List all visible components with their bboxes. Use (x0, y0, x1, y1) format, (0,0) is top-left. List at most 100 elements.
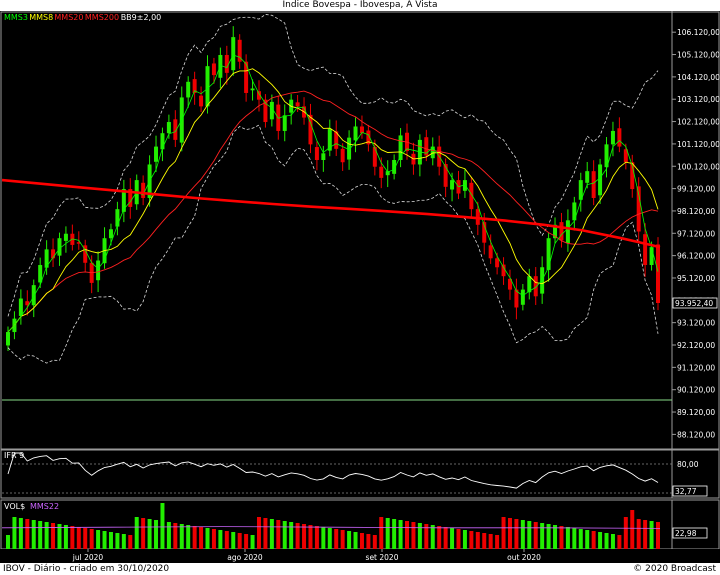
candle (398, 135, 403, 160)
volume-bar (482, 533, 487, 549)
chart-canvas[interactable]: 106.120,00 105.120,00 104.120,00 103.120,00… (0, 0, 720, 563)
candle (482, 222, 487, 243)
candle (533, 276, 538, 297)
candle (231, 37, 236, 71)
candle (295, 102, 300, 107)
footer-right: © 2020 Broadcast (633, 564, 716, 574)
x-axis-background (0, 549, 720, 563)
volume-bar (289, 522, 294, 549)
volume-bar (372, 535, 377, 549)
candle (553, 224, 558, 239)
mms3-line (7, 54, 659, 333)
rsi-tick-label: 80,00 (677, 460, 699, 469)
candle (256, 91, 261, 100)
candle (237, 39, 242, 62)
volume-bar (244, 534, 249, 549)
candle (321, 153, 326, 160)
volume-bar (430, 525, 435, 549)
y-tick-label: 95.120,00 (677, 274, 715, 283)
volume-bar (25, 519, 30, 549)
candle (488, 245, 493, 259)
volume-bar (340, 530, 345, 549)
volume-bar (96, 530, 101, 549)
volume-bar (385, 518, 390, 549)
candle (379, 166, 384, 178)
rsi-last-label: 32,77 (675, 487, 697, 496)
candle (578, 180, 583, 200)
candle (623, 149, 628, 163)
candle (108, 229, 113, 239)
volume-bar (83, 528, 88, 549)
candle (430, 146, 435, 159)
candle (166, 122, 171, 134)
candle (546, 238, 551, 270)
rsi-line (7, 452, 659, 489)
y-tick-label: 100.120,00 (677, 162, 720, 171)
volume-bar (147, 519, 152, 549)
volume-bar (250, 535, 255, 549)
volume-bar (656, 522, 660, 549)
mms20-line (7, 90, 659, 333)
candle (643, 234, 648, 266)
volume-bar (70, 526, 75, 549)
candle (18, 298, 23, 316)
y-tick-label: 89.120,00 (677, 408, 715, 417)
volume-panel[interactable]: VOL$ MMS22 22,98 (0, 499, 720, 550)
candle (617, 128, 622, 147)
legend-item: BB9±2,00 (121, 13, 162, 22)
volume-bar (443, 527, 448, 549)
candle (591, 171, 596, 198)
volume-bar (469, 531, 474, 549)
volume-bar (462, 530, 467, 549)
volume-bar (128, 535, 133, 549)
y-tick-label: 90.120,00 (677, 386, 715, 395)
candle (469, 182, 474, 210)
y-tick-label: 97.120,00 (677, 229, 715, 238)
volume-bar (649, 521, 654, 549)
volume-bar (540, 523, 545, 549)
volume-bar (636, 519, 641, 549)
volume-bar (527, 521, 532, 549)
price-panel[interactable]: 106.120,00 105.120,00 104.120,00 103.120,00… (0, 11, 720, 450)
volume-bar (559, 526, 564, 549)
y-tick-label: 103.120,00 (677, 95, 720, 104)
volume-bar (398, 520, 403, 549)
volume-bar (366, 534, 371, 549)
volume-bar (546, 524, 551, 549)
candle (656, 244, 660, 303)
candle (572, 202, 577, 221)
candle (604, 144, 609, 168)
price-frame (0, 11, 720, 450)
volume-bar (314, 526, 319, 549)
bollinger-lower (7, 124, 659, 364)
candle (334, 131, 339, 149)
candle (424, 137, 429, 156)
candle (6, 332, 10, 346)
volume-bar (51, 523, 56, 549)
y-tick-label: 105.120,00 (677, 51, 720, 60)
volume-bar (18, 518, 23, 549)
volume-avg-label: MMS22 (30, 502, 59, 511)
candle (565, 220, 570, 244)
x-axis: jul 2020 ago 2020 set 2020 out 2020 (0, 549, 720, 563)
candle (25, 301, 30, 306)
candle (353, 126, 358, 141)
volume-bar (192, 526, 197, 549)
volume-bar (321, 527, 326, 549)
candle (205, 66, 210, 107)
candle (559, 222, 564, 241)
candle (57, 238, 62, 256)
rsi-last-box (672, 485, 708, 497)
candle (462, 180, 467, 191)
candle (443, 164, 448, 187)
volume-bar (6, 535, 10, 549)
candle (359, 126, 364, 134)
volume-bar (359, 533, 364, 549)
volume-bar (604, 533, 609, 549)
volume-bar (392, 519, 397, 549)
candle (121, 189, 126, 212)
candle (128, 189, 133, 207)
volume-bar (166, 522, 171, 549)
volume-bar (31, 520, 36, 549)
